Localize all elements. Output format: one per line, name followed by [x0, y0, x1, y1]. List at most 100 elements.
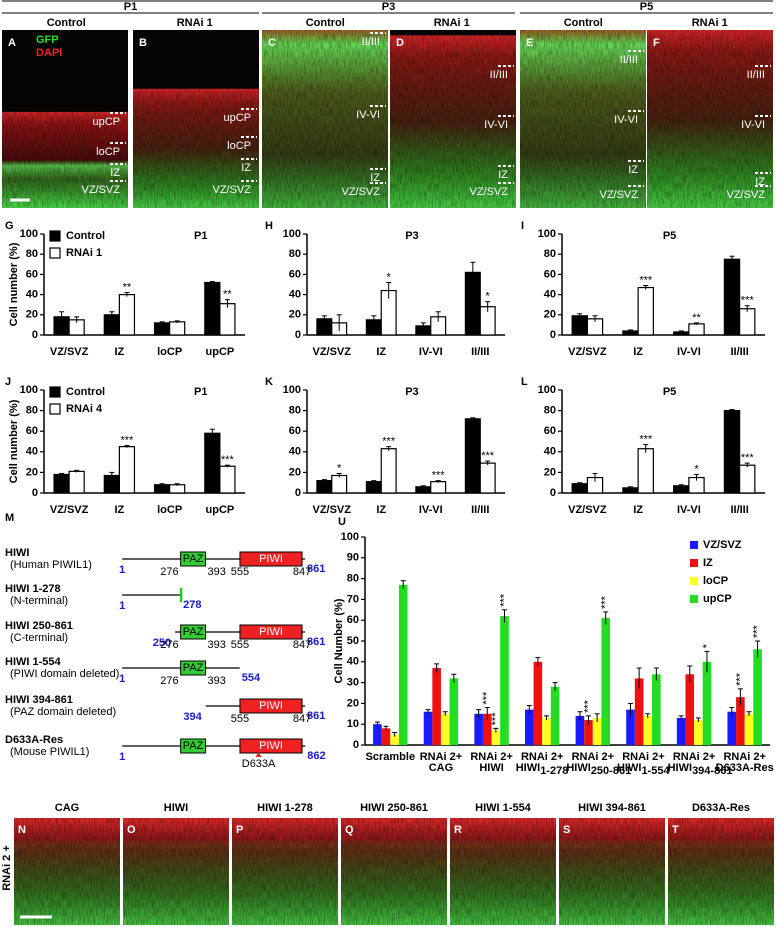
bar: [550, 686, 560, 745]
residue-end: 861: [307, 636, 325, 648]
legend-swatch: [49, 247, 61, 259]
bar: [380, 448, 397, 494]
x-tick-label: HIWI: [668, 762, 692, 774]
legend-label: upCP: [703, 593, 732, 605]
x-tick-label: IV-VI: [419, 504, 443, 516]
texture: [390, 35, 516, 209]
layer-label: IV-VI: [484, 119, 508, 131]
bar: [601, 618, 611, 745]
piwi-domain: [239, 698, 303, 714]
layer-label: IV-VI: [741, 119, 765, 131]
bar: [390, 734, 399, 745]
x-tick-label: VZ/SVZ: [50, 504, 89, 516]
paz-domain: [180, 551, 207, 567]
texture: [232, 818, 338, 925]
x-tick-label: D633A-Res: [716, 762, 774, 774]
group-label: P5: [640, 1, 653, 13]
bar: [482, 713, 492, 745]
construct-name: D633A-Res: [5, 734, 63, 746]
bar: [440, 713, 450, 745]
x-tick-label: VZ/SVZ: [568, 346, 607, 358]
bar: [637, 448, 654, 494]
layer-label: VZ/SVZ: [599, 189, 638, 201]
chart-title: P3: [405, 230, 418, 242]
x-tick-label: VZ/SVZ: [568, 504, 607, 516]
bar: [753, 649, 762, 745]
domain-position: 393: [208, 566, 226, 578]
legend-swatch: [690, 559, 698, 567]
significance-label: *: [701, 643, 713, 648]
bar: [219, 465, 236, 494]
paz-domain: [180, 624, 207, 640]
mutation-label: D633A: [242, 758, 276, 770]
layer-label: IV-VI: [356, 109, 380, 121]
panel-letter: H: [265, 220, 273, 232]
x-tick-label: II/III: [471, 504, 489, 516]
significance-label: ***: [490, 712, 502, 726]
y-tick-label: 80: [26, 248, 38, 260]
bar: [219, 303, 236, 336]
bar: [739, 464, 756, 494]
bar: [584, 720, 593, 745]
y-tick-label: 60: [26, 268, 38, 280]
bar: [723, 410, 741, 494]
legend-swatch: [690, 595, 698, 603]
y-tick-label: 80: [289, 248, 301, 260]
y-tick-label: 20: [289, 466, 301, 478]
x-tick-label: IZ: [633, 504, 643, 516]
significance-label: **: [223, 289, 232, 301]
panel-letter: K: [265, 376, 273, 388]
legend-label: loCP: [703, 575, 728, 587]
residue-start: 394: [183, 711, 202, 723]
x-tick-label: II/III: [471, 346, 489, 358]
construct-description: (PAZ domain deleted): [10, 706, 116, 718]
domain-label: PAZ: [183, 740, 204, 752]
panel-letter: B: [139, 37, 147, 49]
bar: [694, 720, 703, 745]
significance-label: ***: [481, 450, 495, 462]
significance-label: ***: [734, 672, 746, 686]
significance-label: ***: [120, 435, 134, 447]
piwi-domain: [239, 551, 303, 567]
panel-letter: M: [5, 512, 14, 524]
legend-swatch: [49, 230, 61, 242]
column-label: RNAi 1: [692, 17, 728, 29]
x-tick-label: RNAi 2+: [673, 751, 716, 763]
x-tick-label: IV-VI: [677, 504, 701, 516]
significance-label: **: [692, 312, 701, 324]
panel-letter: J: [5, 376, 11, 388]
bar: [398, 584, 408, 745]
texture: [262, 30, 388, 208]
y-tick-label: 20: [26, 309, 38, 321]
texture: [520, 30, 646, 208]
x-tick-label: II/III: [730, 504, 748, 516]
x-tick-label: RNAi 2+: [572, 751, 615, 763]
bar: [744, 713, 754, 745]
bar: [491, 730, 501, 745]
panel-letter: A: [8, 37, 16, 49]
layer-label: IV-VI: [614, 114, 638, 126]
x-tick-label: IZ: [114, 346, 124, 358]
bar: [118, 294, 136, 336]
residue-start: 1: [119, 751, 125, 763]
legend-label: Control: [66, 230, 105, 242]
panel-header: HIWI 1-278: [257, 802, 313, 814]
y-tick-label: 60: [26, 425, 38, 437]
layer-label: IZ: [498, 169, 508, 181]
layer-label: IZ: [241, 162, 251, 174]
bar: [204, 281, 221, 336]
y-tick-label: 60: [289, 425, 301, 437]
panel-header: HIWI: [164, 802, 188, 814]
texture: [450, 818, 556, 925]
y-tick-label: 40: [544, 446, 556, 458]
bar: [739, 308, 756, 336]
x-tick-label: RNAi 2+: [723, 751, 766, 763]
bar: [430, 481, 447, 494]
bar: [736, 697, 745, 745]
bar: [723, 258, 741, 336]
bar: [169, 484, 186, 494]
panel-header: HIWI 250-861: [360, 802, 428, 814]
construct-name: HIWI 1-554: [5, 656, 62, 668]
chart-title: P5: [663, 386, 676, 398]
